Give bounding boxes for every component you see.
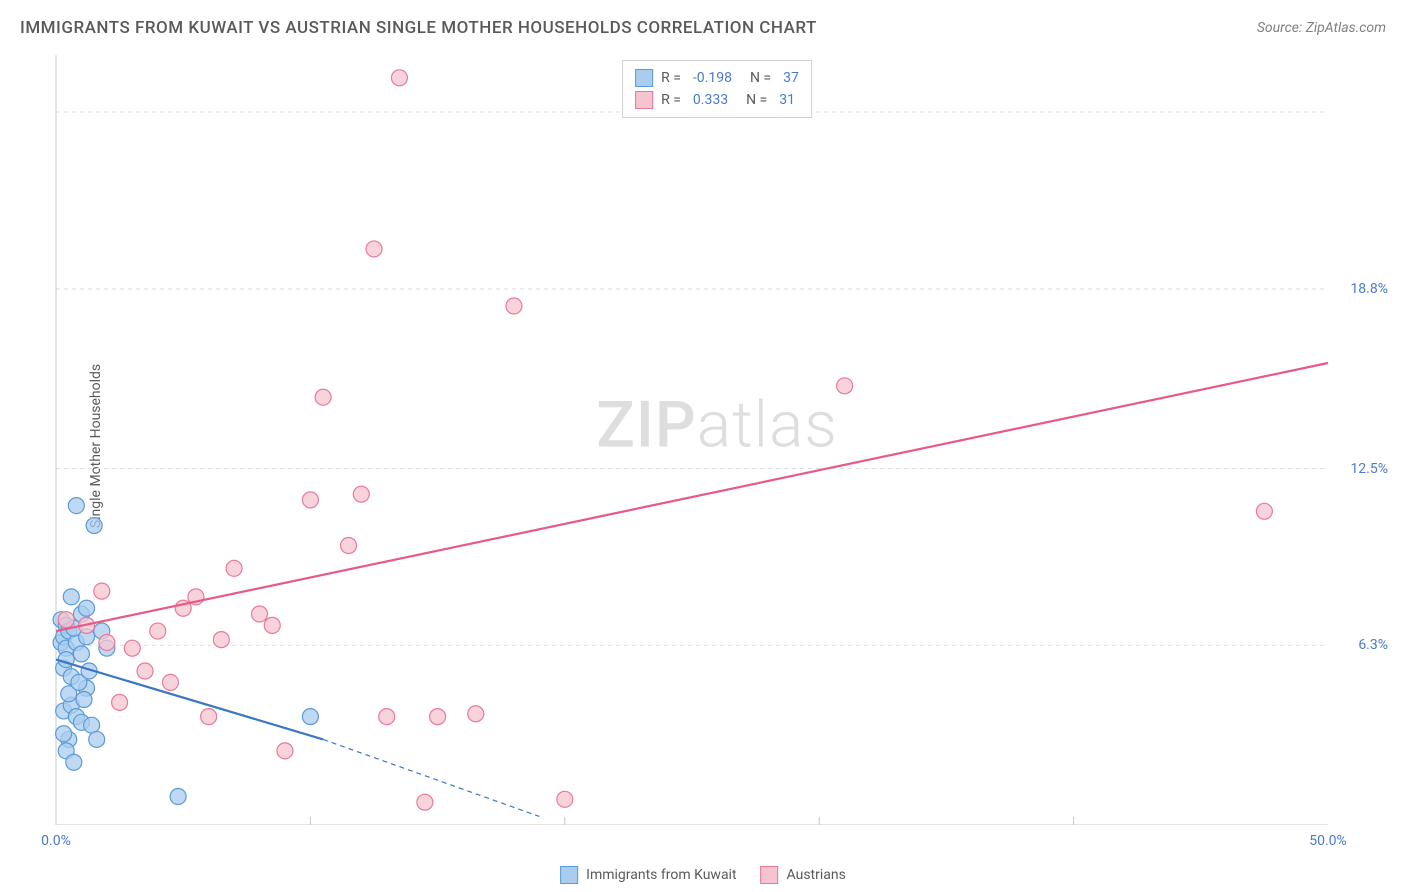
y-tick-label: 18.8% [1350,281,1388,297]
series-legend: Immigrants from Kuwait Austrians [560,866,846,884]
chart-header: IMMIGRANTS FROM KUWAIT VS AUSTRIAN SINGL… [20,18,1386,38]
chart-container: IMMIGRANTS FROM KUWAIT VS AUSTRIAN SINGL… [0,0,1406,892]
r-label: R = [661,70,681,86]
chart-title: IMMIGRANTS FROM KUWAIT VS AUSTRIAN SINGL… [20,18,817,38]
legend-row-kuwait: R = -0.198 N = 37 [635,67,799,89]
legend-swatch-kuwait [560,866,578,884]
n-label: N = [746,92,767,108]
r-label: R = [661,92,681,108]
correlation-legend: R = -0.198 N = 37 R = 0.333 N = 31 [622,60,812,118]
y-tick-label: 12.5% [1350,461,1388,477]
chart-source: Source: ZipAtlas.com [1257,20,1386,36]
legend-swatch-kuwait [635,69,653,87]
x-tick-label: 0.0% [41,833,71,849]
legend-item-kuwait: Immigrants from Kuwait [560,866,736,884]
legend-swatch-austrians [761,866,779,884]
r-value-kuwait: -0.198 [693,70,732,86]
legend-row-austrians: R = 0.333 N = 31 [635,89,799,111]
legend-label-austrians: Austrians [787,867,846,883]
y-tick-label: 6.3% [1358,637,1388,653]
x-tick-label: 50.0% [1309,833,1347,849]
chart-plot-area: ZIPatlas R = -0.198 N = 37 R = 0.333 N =… [48,55,1386,825]
n-value-kuwait: 37 [783,70,799,86]
n-value-austrians: 31 [779,92,795,108]
n-label: N = [750,70,771,86]
r-value-austrians: 0.333 [693,92,728,108]
legend-label-kuwait: Immigrants from Kuwait [586,867,736,883]
scatter-plot-svg [48,55,1386,825]
legend-swatch-austrians [635,91,653,109]
legend-item-austrians: Austrians [761,866,846,884]
